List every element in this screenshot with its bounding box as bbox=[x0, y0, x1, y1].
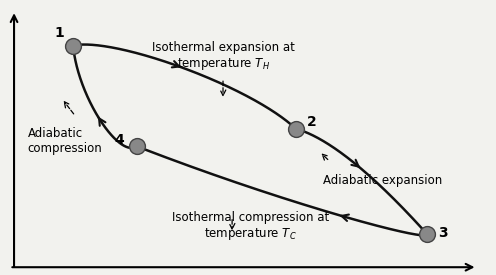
Point bbox=[292, 126, 300, 131]
Point bbox=[69, 43, 77, 48]
Text: Isothermal expansion at
temperature $T_H$: Isothermal expansion at temperature $T_H… bbox=[152, 40, 295, 72]
Text: 2: 2 bbox=[307, 116, 316, 130]
Text: Adiabatic
compression: Adiabatic compression bbox=[28, 127, 103, 155]
Text: Isothermal compression at
temperature $T_C$: Isothermal compression at temperature $T… bbox=[172, 211, 329, 242]
Text: 3: 3 bbox=[438, 226, 448, 240]
Point bbox=[424, 232, 432, 237]
Text: 4: 4 bbox=[115, 133, 124, 147]
Point bbox=[133, 144, 141, 148]
Text: Adiabatic expansion: Adiabatic expansion bbox=[323, 174, 442, 187]
Text: 1: 1 bbox=[55, 26, 64, 40]
